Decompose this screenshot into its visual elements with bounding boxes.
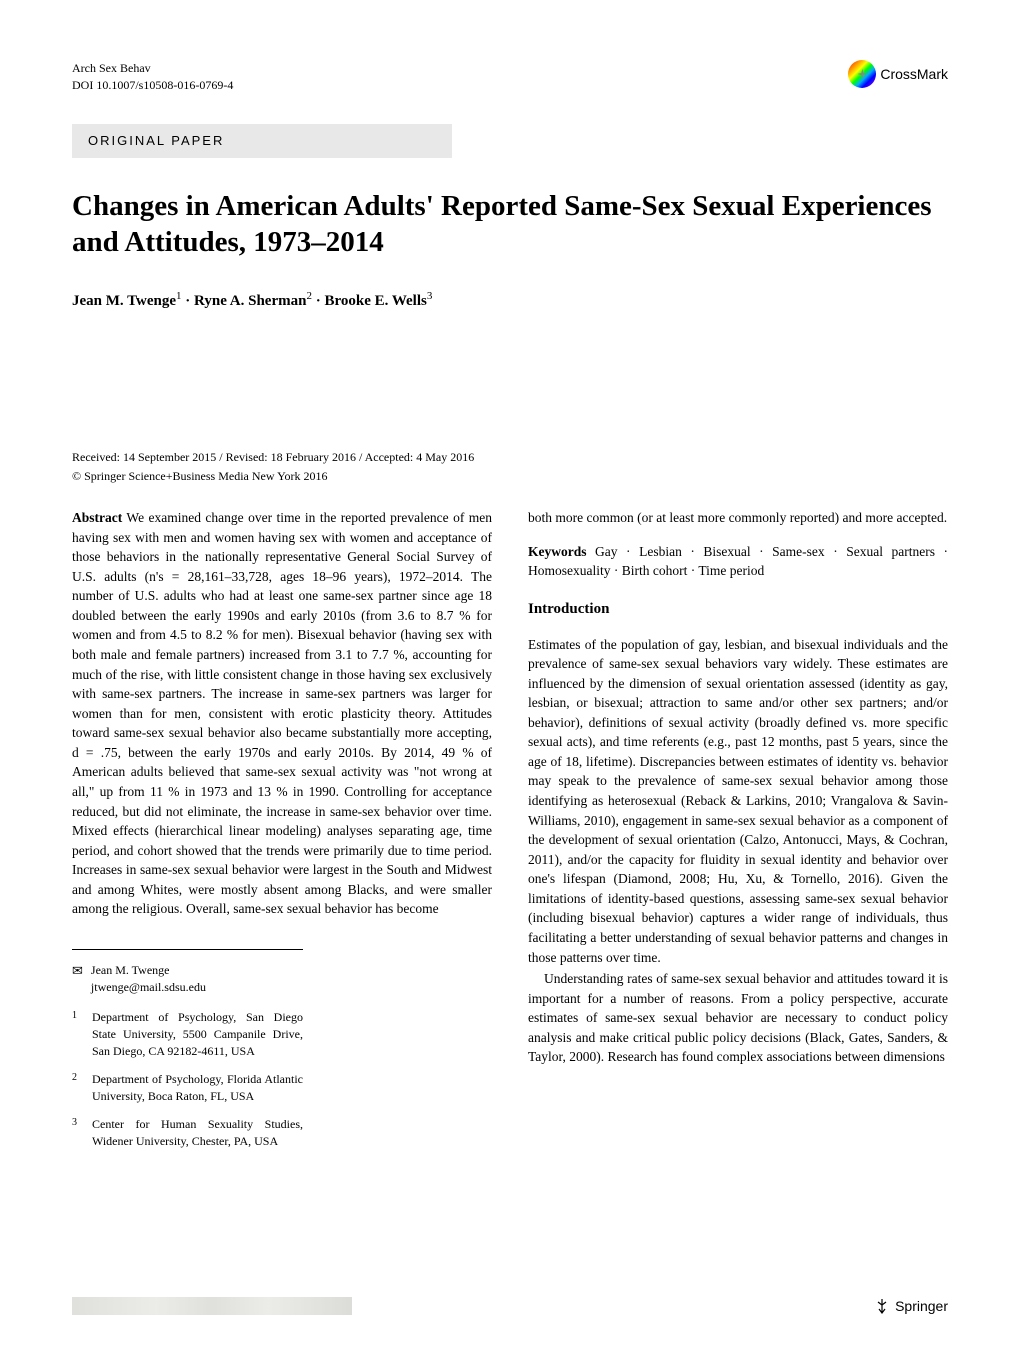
paper-title: Changes in American Adults' Reported Sam… xyxy=(72,188,948,261)
affiliation-1-text: Department of Psychology, San Diego Stat… xyxy=(92,1009,303,1061)
introduction-heading: Introduction xyxy=(528,599,948,621)
abstract-continuation: both more common (or at least more commo… xyxy=(528,508,948,528)
paper-type: ORIGINAL PAPER xyxy=(88,133,224,148)
copyright-line: © Springer Science+Business Media New Yo… xyxy=(72,469,948,484)
envelope-icon: ✉ xyxy=(72,962,83,997)
springer-icon xyxy=(873,1297,891,1315)
journal-doi: DOI 10.1007/s10508-016-0769-4 xyxy=(72,77,233,94)
journal-name: Arch Sex Behav xyxy=(72,60,233,77)
journal-info: Arch Sex Behav DOI 10.1007/s10508-016-07… xyxy=(72,60,233,94)
crossmark-badge[interactable]: CrossMark xyxy=(848,60,948,88)
authors-line: Jean M. Twenge1 · Ryne A. Sherman2 · Bro… xyxy=(72,290,948,310)
dates-line: Received: 14 September 2015 / Revised: 1… xyxy=(72,450,948,465)
keywords-label: Keywords xyxy=(528,544,587,559)
introduction-p2: Understanding rates of same-sex sexual b… xyxy=(528,969,948,1067)
keywords-text: Gay · Lesbian · Bisexual · Same-sex · Se… xyxy=(528,544,948,579)
left-column: Abstract We examined change over time in… xyxy=(72,508,492,1160)
publisher-name: Springer xyxy=(895,1298,948,1314)
introduction-p1: Estimates of the population of gay, lesb… xyxy=(528,635,948,968)
crossmark-icon xyxy=(848,60,876,88)
abstract-paragraph: Abstract We examined change over time in… xyxy=(72,508,492,919)
corr-author-name: Jean M. Twenge xyxy=(91,962,206,979)
paper-type-bar: ORIGINAL PAPER xyxy=(72,124,452,158)
affiliation-2-text: Department of Psychology, Florida Atlant… xyxy=(92,1071,303,1106)
abstract-label: Abstract xyxy=(72,510,122,525)
keywords-paragraph: Keywords Gay · Lesbian · Bisexual · Same… xyxy=(528,542,948,581)
abstract-text: We examined change over time in the repo… xyxy=(72,510,492,916)
corr-author-email: jtwenge@mail.sdsu.edu xyxy=(91,979,206,996)
crossmark-label: CrossMark xyxy=(880,66,948,82)
author-2: Ryne A. Sherman xyxy=(194,293,306,309)
affiliation-2: 2 Department of Psychology, Florida Atla… xyxy=(72,1071,303,1106)
publisher-logo: Springer xyxy=(873,1297,948,1315)
author-3: Brooke E. Wells xyxy=(324,293,426,309)
correspondence-block: ✉ Jean M. Twenge jtwenge@mail.sdsu.edu 1… xyxy=(72,949,303,1151)
affiliation-3: 3 Center for Human Sexuality Studies, Wi… xyxy=(72,1116,303,1151)
affiliation-3-text: Center for Human Sexuality Studies, Wide… xyxy=(92,1116,303,1151)
author-1: Jean M. Twenge xyxy=(72,293,176,309)
affiliation-1: 1 Department of Psychology, San Diego St… xyxy=(72,1009,303,1061)
right-column: both more common (or at least more commo… xyxy=(528,508,948,1160)
footer-bar-decoration xyxy=(72,1297,352,1315)
